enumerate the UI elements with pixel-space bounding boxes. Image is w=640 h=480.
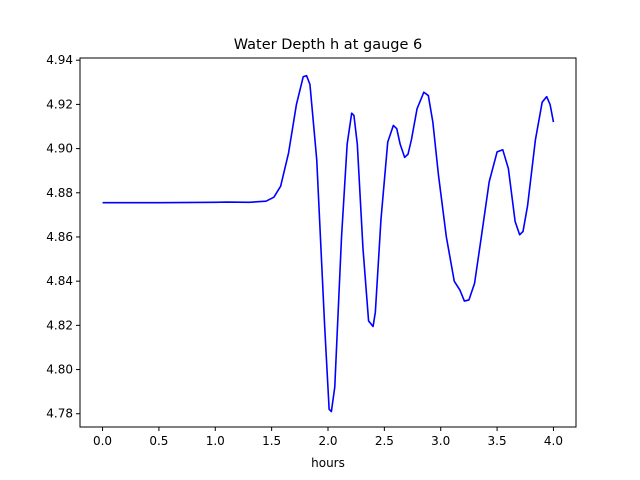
x-tick-label: 2.0 xyxy=(318,434,337,448)
plot-area xyxy=(102,74,555,413)
y-tick-label: 4.86 xyxy=(46,230,73,244)
x-tick-label: 1.0 xyxy=(206,434,225,448)
y-tick-label: 4.90 xyxy=(46,142,73,156)
y-tick-label: 4.80 xyxy=(46,363,73,377)
x-tick-label: 0.5 xyxy=(149,434,168,448)
y-tick-label: 4.88 xyxy=(46,186,73,200)
y-tick-label: 4.92 xyxy=(46,97,73,111)
axes: 0.0 0.5 1.0 1.5 2.0 2.5 3.0 3.5 4.0 4.78 4.80 4.82 4… xyxy=(46,53,577,448)
x-tick-label: 2.5 xyxy=(375,434,394,448)
y-tick-label: 4.82 xyxy=(46,318,73,332)
y-tick-label: 4.94 xyxy=(46,53,73,67)
y-tick-label: 4.78 xyxy=(46,407,73,421)
x-axis-label: hours xyxy=(311,456,345,470)
y-tick-label: 4.84 xyxy=(46,274,73,288)
series-line-0 xyxy=(102,74,555,413)
x-tick-label: 3.5 xyxy=(488,434,507,448)
x-tick-label: 0.0 xyxy=(93,434,112,448)
x-tick-label: 3.0 xyxy=(431,434,450,448)
plot-frame xyxy=(79,57,577,428)
x-tick-label: 1.5 xyxy=(262,434,281,448)
x-tick-label: 4.0 xyxy=(544,434,563,448)
chart-title: Water Depth h at gauge 6 xyxy=(234,37,422,53)
